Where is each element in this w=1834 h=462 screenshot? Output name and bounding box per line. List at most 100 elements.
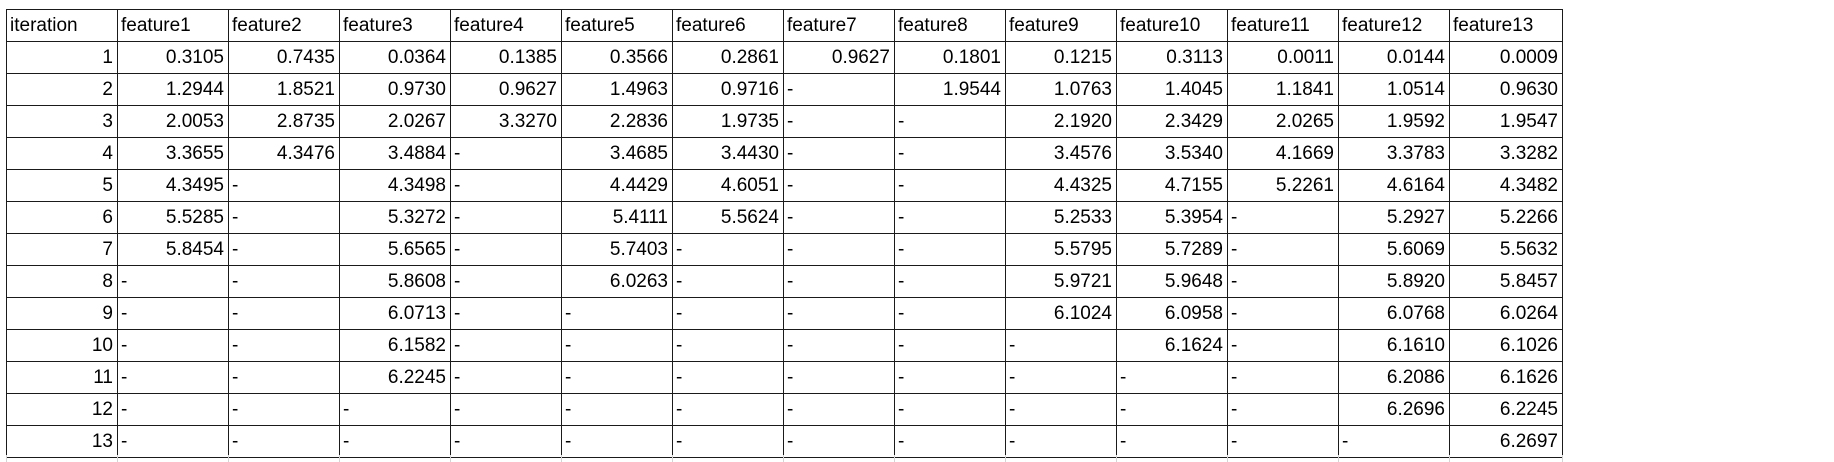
value-cell-feature2[interactable]: - [228, 329, 340, 362]
value-cell-feature6[interactable]: - [672, 265, 784, 298]
value-cell-feature6[interactable]: 0.2861 [672, 41, 784, 74]
value-cell-feature1[interactable]: 3.3655 [117, 137, 229, 170]
value-cell-feature8[interactable]: - [894, 169, 1006, 202]
value-cell-feature2[interactable]: - [228, 201, 340, 234]
value-cell-feature12[interactable]: 1.9592 [1338, 105, 1450, 138]
value-cell-feature8[interactable]: - [894, 393, 1006, 426]
value-cell-feature10[interactable]: 1.4045 [1116, 73, 1228, 106]
value-cell-feature8[interactable]: 0.1801 [894, 41, 1006, 74]
iteration-cell[interactable]: 11 [6, 361, 118, 394]
value-cell-feature3[interactable]: 3.4884 [339, 137, 451, 170]
value-cell-feature4[interactable]: 0.9627 [450, 73, 562, 106]
value-cell-feature2[interactable]: - [228, 361, 340, 394]
value-cell-feature9[interactable]: 5.2533 [1005, 201, 1117, 234]
value-cell-feature4[interactable]: - [450, 425, 562, 458]
value-cell-feature9[interactable]: 4.4325 [1005, 169, 1117, 202]
value-cell-feature5[interactable]: - [561, 361, 673, 394]
value-cell-feature2[interactable]: - [228, 169, 340, 202]
value-cell-feature11[interactable]: 1.1841 [1227, 73, 1339, 106]
value-cell-feature12[interactable]: 5.2927 [1338, 201, 1450, 234]
value-cell-feature4[interactable]: - [450, 361, 562, 394]
value-cell-feature13[interactable]: 5.5632 [1449, 233, 1563, 266]
iteration-cell[interactable]: 2 [6, 73, 118, 106]
value-cell-feature2[interactable]: 2.8735 [228, 105, 340, 138]
value-cell-feature11[interactable]: - [1227, 233, 1339, 266]
value-cell-feature13[interactable]: 6.1626 [1449, 361, 1563, 394]
value-cell-feature3[interactable]: 0.9730 [339, 73, 451, 106]
value-cell-feature1[interactable]: 4.3495 [117, 169, 229, 202]
value-cell-feature5[interactable]: 0.3566 [561, 41, 673, 74]
value-cell-feature4[interactable]: - [450, 201, 562, 234]
value-cell-feature4[interactable]: 3.3270 [450, 105, 562, 138]
value-cell-feature1[interactable]: 2.0053 [117, 105, 229, 138]
value-cell-feature3[interactable]: 0.0364 [339, 41, 451, 74]
value-cell-feature12[interactable]: 5.6069 [1338, 233, 1450, 266]
value-cell-feature10[interactable]: 0.3113 [1116, 41, 1228, 74]
value-cell-feature9[interactable]: 5.9721 [1005, 265, 1117, 298]
value-cell-feature11[interactable]: 2.0265 [1227, 105, 1339, 138]
column-header-feature11[interactable]: feature11 [1227, 9, 1339, 42]
value-cell-feature7[interactable]: - [783, 233, 895, 266]
value-cell-feature8[interactable]: - [894, 297, 1006, 330]
value-cell-feature6[interactable]: - [672, 393, 784, 426]
value-cell-feature6[interactable]: - [672, 233, 784, 266]
value-cell-feature7[interactable]: - [783, 361, 895, 394]
value-cell-feature12[interactable]: 6.0768 [1338, 297, 1450, 330]
iteration-cell[interactable]: 6 [6, 201, 118, 234]
value-cell-feature11[interactable]: - [1227, 297, 1339, 330]
value-cell-feature13[interactable]: 4.3482 [1449, 169, 1563, 202]
value-cell-feature10[interactable]: - [1116, 425, 1228, 458]
value-cell-feature1[interactable]: - [117, 361, 229, 394]
value-cell-feature12[interactable]: 3.3783 [1338, 137, 1450, 170]
value-cell-feature3[interactable]: - [339, 425, 451, 458]
value-cell-feature8[interactable]: - [894, 361, 1006, 394]
value-cell-feature5[interactable]: - [561, 425, 673, 458]
value-cell-feature1[interactable]: - [117, 329, 229, 362]
value-cell-feature5[interactable]: - [561, 297, 673, 330]
column-header-feature5[interactable]: feature5 [561, 9, 673, 42]
value-cell-feature4[interactable]: 0.1385 [450, 41, 562, 74]
value-cell-feature1[interactable]: - [117, 393, 229, 426]
value-cell-feature5[interactable]: 5.7403 [561, 233, 673, 266]
value-cell-feature10[interactable]: - [1116, 361, 1228, 394]
value-cell-feature5[interactable]: 6.0263 [561, 265, 673, 298]
value-cell-feature4[interactable]: - [450, 265, 562, 298]
value-cell-feature9[interactable]: - [1005, 393, 1117, 426]
value-cell-feature6[interactable]: - [672, 329, 784, 362]
value-cell-feature9[interactable]: 5.5795 [1005, 233, 1117, 266]
value-cell-feature8[interactable]: - [894, 425, 1006, 458]
value-cell-feature3[interactable]: 5.3272 [339, 201, 451, 234]
value-cell-feature4[interactable]: - [450, 137, 562, 170]
value-cell-feature3[interactable]: 5.8608 [339, 265, 451, 298]
value-cell-feature1[interactable]: - [117, 297, 229, 330]
value-cell-feature4[interactable]: - [450, 297, 562, 330]
value-cell-feature2[interactable]: - [228, 393, 340, 426]
column-header-feature13[interactable]: feature13 [1449, 9, 1563, 42]
value-cell-feature10[interactable]: 4.7155 [1116, 169, 1228, 202]
column-header-feature12[interactable]: feature12 [1338, 9, 1450, 42]
value-cell-feature4[interactable]: - [450, 169, 562, 202]
value-cell-feature9[interactable]: - [1005, 425, 1117, 458]
value-cell-feature7[interactable]: - [783, 169, 895, 202]
value-cell-feature11[interactable]: - [1227, 265, 1339, 298]
value-cell-feature5[interactable]: 2.2836 [561, 105, 673, 138]
value-cell-feature12[interactable]: 6.2086 [1338, 361, 1450, 394]
value-cell-feature13[interactable]: 0.9630 [1449, 73, 1563, 106]
value-cell-feature9[interactable]: 6.1024 [1005, 297, 1117, 330]
value-cell-feature13[interactable]: 0.0009 [1449, 41, 1563, 74]
value-cell-feature5[interactable]: 1.4963 [561, 73, 673, 106]
value-cell-feature11[interactable]: - [1227, 329, 1339, 362]
value-cell-feature6[interactable]: - [672, 297, 784, 330]
iteration-cell[interactable]: 7 [6, 233, 118, 266]
iteration-cell[interactable]: 5 [6, 169, 118, 202]
column-header-feature9[interactable]: feature9 [1005, 9, 1117, 42]
value-cell-feature7[interactable]: - [783, 201, 895, 234]
value-cell-feature13[interactable]: 6.1026 [1449, 329, 1563, 362]
value-cell-feature4[interactable]: - [450, 393, 562, 426]
value-cell-feature7[interactable]: - [783, 393, 895, 426]
value-cell-feature13[interactable]: 5.8457 [1449, 265, 1563, 298]
value-cell-feature1[interactable]: 0.3105 [117, 41, 229, 74]
value-cell-feature13[interactable]: 6.2697 [1449, 425, 1563, 458]
value-cell-feature7[interactable]: - [783, 329, 895, 362]
value-cell-feature11[interactable]: - [1227, 361, 1339, 394]
